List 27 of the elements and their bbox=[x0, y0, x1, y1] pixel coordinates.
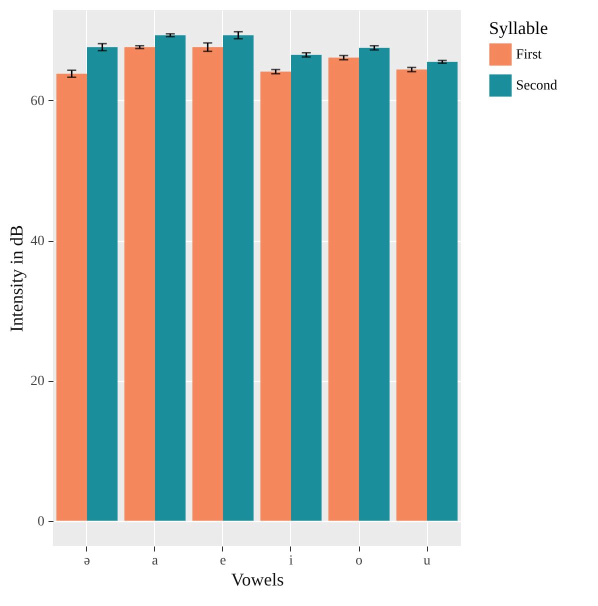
bar bbox=[192, 47, 223, 521]
y-tick-label: 0 bbox=[38, 514, 44, 530]
bar bbox=[124, 47, 155, 521]
x-tick-label: u bbox=[424, 554, 430, 568]
legend-label: First bbox=[516, 48, 542, 62]
bar bbox=[223, 35, 254, 521]
bar bbox=[87, 47, 118, 521]
x-tick-label: a bbox=[152, 554, 159, 568]
bar bbox=[396, 70, 427, 521]
x-tick-label: o bbox=[356, 554, 362, 568]
bar bbox=[427, 62, 458, 521]
bar bbox=[56, 74, 87, 521]
x-axis-title: Vowels bbox=[231, 570, 284, 590]
bar bbox=[328, 58, 359, 521]
y-tick-label: 20 bbox=[30, 374, 44, 390]
y-tick-label: 60 bbox=[30, 94, 44, 109]
bar bbox=[260, 72, 291, 521]
x-tick-label: i bbox=[289, 554, 294, 568]
legend-title: Syllable bbox=[489, 18, 548, 38]
x-tick-label: e bbox=[220, 554, 226, 568]
y-tick-label: 40 bbox=[30, 234, 44, 250]
x-tick-label: ə bbox=[84, 554, 90, 568]
bar bbox=[359, 48, 390, 521]
bar bbox=[155, 35, 186, 521]
bar bbox=[291, 54, 322, 521]
y-axis-title: Intensity in dB bbox=[6, 225, 26, 332]
legend-label: Second bbox=[516, 78, 558, 94]
